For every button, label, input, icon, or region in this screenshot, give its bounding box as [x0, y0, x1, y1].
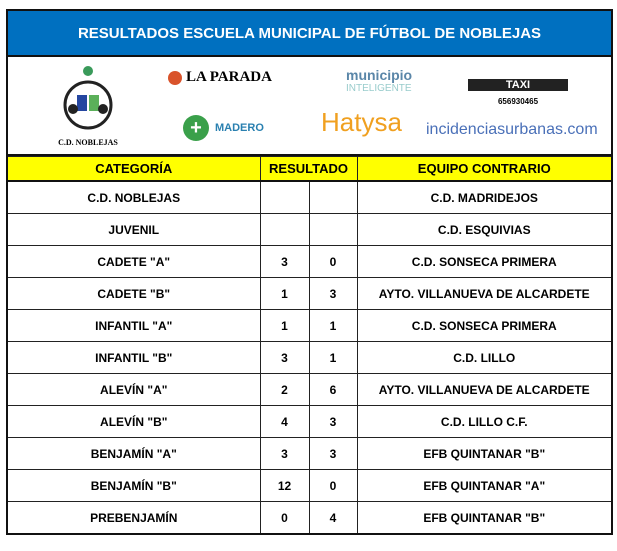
- opponent-cell: C.D. ESQUIVIAS: [356, 213, 611, 246]
- category-cell: JUVENIL: [8, 213, 261, 246]
- table-row: CADETE "A" 3 0 C.D. SONSECA PRIMERA: [8, 245, 611, 278]
- home-score-cell: 4: [259, 405, 310, 438]
- away-score-cell: 1: [308, 309, 358, 342]
- incidencias-urbanas-logo: incidenciasurbanas.com: [426, 121, 598, 138]
- category-cell: INFANTIL "B": [8, 341, 261, 374]
- category-cell: INFANTIL "A": [8, 309, 261, 342]
- opponent-cell: C.D. SONSECA PRIMERA: [356, 309, 611, 342]
- header-result: RESULTADO: [259, 156, 358, 182]
- away-score-cell: 4: [308, 501, 358, 533]
- table-row: CADETE "B" 1 3 AYTO. VILLANUEVA DE ALCARDET…: [8, 277, 611, 310]
- home-score-cell: [259, 180, 310, 214]
- taxi-logo: TAXI 656930465: [468, 67, 568, 106]
- away-score-cell: 1: [308, 341, 358, 374]
- away-score-cell: [308, 180, 358, 214]
- category-cell: BENJAMÍN "A": [8, 437, 261, 470]
- away-score-cell: 6: [308, 373, 358, 406]
- table-row: PREBENJAMÍN 0 4 EFB QUINTANAR "B": [8, 501, 611, 533]
- away-score-cell: [308, 213, 358, 246]
- away-score-cell: 0: [308, 469, 358, 502]
- table-row: INFANTIL "B" 3 1 C.D. LILLO: [8, 341, 611, 374]
- away-score-cell: 3: [308, 405, 358, 438]
- opponent-cell: C.D. MADRIDEJOS: [356, 180, 611, 214]
- home-score-cell: 2: [259, 373, 310, 406]
- home-score-cell: [259, 213, 310, 246]
- home-score-cell: 1: [259, 277, 310, 310]
- category-cell: ALEVÍN "A": [8, 373, 261, 406]
- home-score-cell: 1: [259, 309, 310, 342]
- away-score-cell: 0: [308, 245, 358, 278]
- away-score-cell: 3: [308, 277, 358, 310]
- away-score-cell: 3: [308, 437, 358, 470]
- results-table: CATEGORÍA RESULTADO EQUIPO CONTRARIO C.D…: [8, 156, 611, 533]
- opponent-cell: C.D. LILLO C.F.: [356, 405, 611, 438]
- opponent-cell: EFB QUINTANAR "B": [356, 501, 611, 533]
- home-score-cell: 3: [259, 437, 310, 470]
- home-score-cell: 3: [259, 341, 310, 374]
- table-row: C.D. NOBLEJAS C.D. MADRIDEJOS: [8, 180, 611, 214]
- opponent-cell: C.D. LILLO: [356, 341, 611, 374]
- club-crest-logo: C.D. NOBLEJAS: [48, 65, 128, 147]
- page-title: RESULTADOS ESCUELA MUNICIPAL DE FÚTBOL D…: [8, 11, 611, 57]
- header-category: CATEGORÍA: [8, 156, 261, 182]
- category-cell: CADETE "B": [8, 277, 261, 310]
- home-score-cell: 3: [259, 245, 310, 278]
- la-parada-logo: LA PARADA: [168, 69, 272, 86]
- table-row: BENJAMÍN "A" 3 3 EFB QUINTANAR "B": [8, 437, 611, 470]
- category-cell: C.D. NOBLEJAS: [8, 180, 261, 214]
- category-cell: ALEVÍN "B": [8, 405, 261, 438]
- home-score-cell: 12: [259, 469, 310, 502]
- madero-logo: + MADERO: [183, 115, 264, 141]
- opponent-cell: AYTO. VILLANUEVA DE ALCARDETE: [356, 373, 611, 406]
- opponent-cell: AYTO. VILLANUEVA DE ALCARDETE: [356, 277, 611, 310]
- hatysa-logo: Hatysa: [321, 107, 402, 137]
- municipio-inteligente-logo: municipio INTELIGENTE: [346, 67, 413, 94]
- opponent-cell: C.D. SONSECA PRIMERA: [356, 245, 611, 278]
- header-opponent: EQUIPO CONTRARIO: [356, 156, 611, 182]
- table-row: ALEVÍN "A" 2 6 AYTO. VILLANUEVA DE ALCARDET…: [8, 373, 611, 406]
- category-cell: BENJAMÍN "B": [8, 469, 261, 502]
- table-row: INFANTIL "A" 1 1 C.D. SONSECA PRIMERA: [8, 309, 611, 342]
- opponent-cell: EFB QUINTANAR "A": [356, 469, 611, 502]
- home-score-cell: 0: [259, 501, 310, 533]
- table-row: JUVENIL C.D. ESQUIVIAS: [8, 213, 611, 246]
- category-cell: PREBENJAMÍN: [8, 501, 261, 533]
- sponsor-logos: C.D. NOBLEJAS LA PARADA + MADERO municipi…: [8, 57, 611, 156]
- opponent-cell: EFB QUINTANAR "B": [356, 437, 611, 470]
- table-row: BENJAMÍN "B" 12 0 EFB QUINTANAR "A": [8, 469, 611, 502]
- category-cell: CADETE "A": [8, 245, 261, 278]
- table-row: ALEVÍN "B" 4 3 C.D. LILLO C.F.: [8, 405, 611, 438]
- results-sheet: RESULTADOS ESCUELA MUNICIPAL DE FÚTBOL D…: [6, 9, 613, 535]
